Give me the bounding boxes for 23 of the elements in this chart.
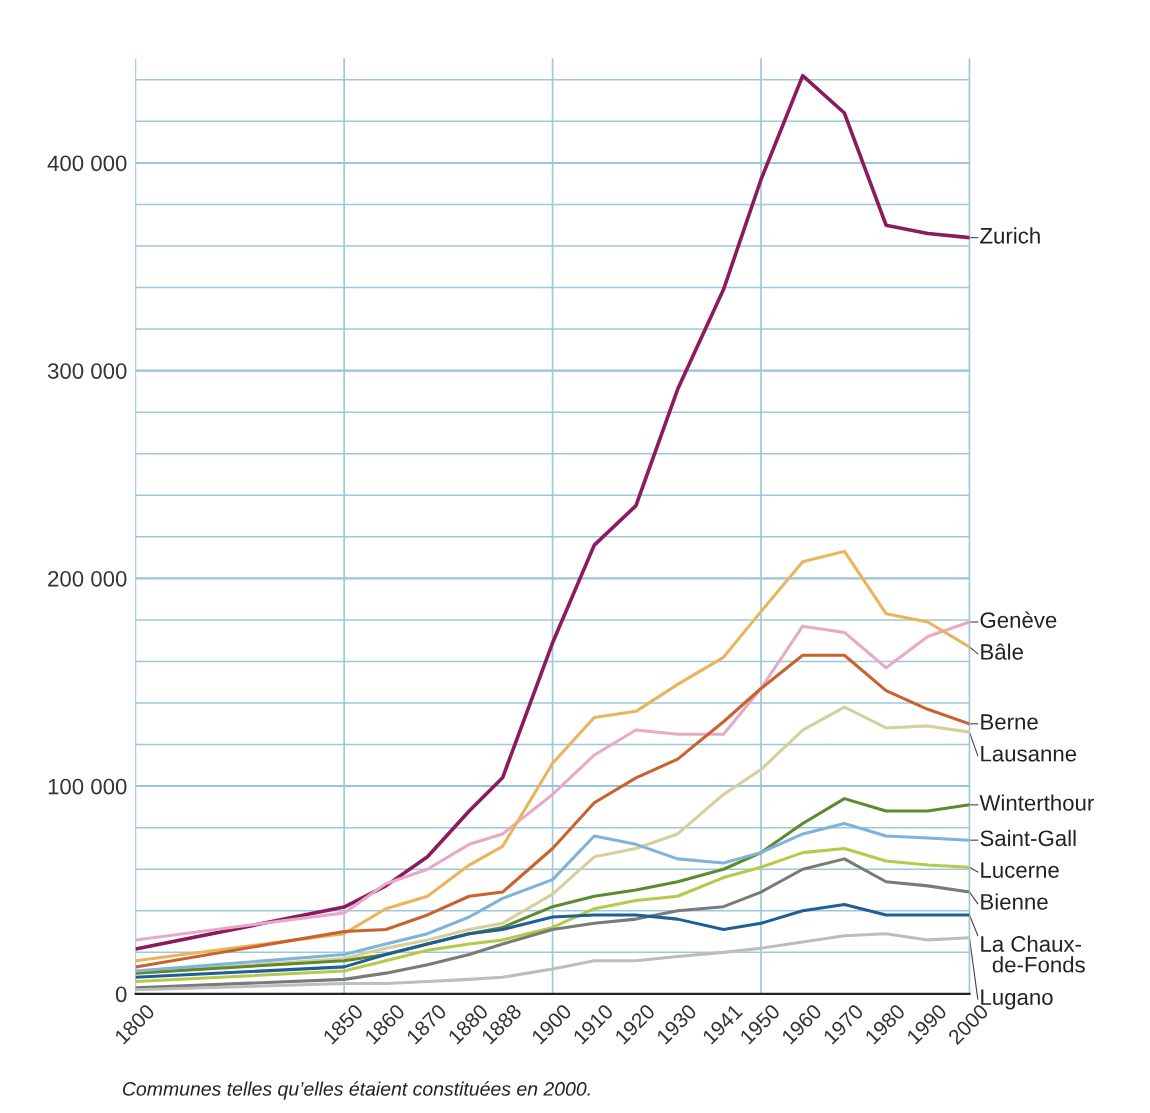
series-label: Bienne bbox=[981, 893, 1048, 910]
line-series bbox=[135, 653, 970, 969]
series-label: Winterthour bbox=[979, 794, 1094, 811]
series-label: La Chaux- de-Fonds bbox=[981, 935, 1085, 973]
y-tick-label: 300 000 bbox=[47, 363, 127, 379]
text: Communes telles qu’elles étaient constituées en 2000. bbox=[122, 1081, 590, 1100]
line-series bbox=[135, 73, 970, 951]
line-series bbox=[135, 620, 970, 942]
series-label: Saint-Gall bbox=[980, 829, 1076, 847]
y-tick-label: 100 000 bbox=[48, 778, 127, 795]
series-label: Zurich bbox=[980, 227, 1040, 244]
series-label: Genève bbox=[980, 611, 1057, 628]
y-tick-label: 400 000 bbox=[47, 155, 127, 172]
line-series bbox=[135, 903, 970, 979]
line-series bbox=[135, 822, 970, 973]
line-series bbox=[135, 549, 970, 963]
line-series bbox=[135, 932, 970, 992]
series-label: Berne bbox=[981, 714, 1038, 730]
y-tick-label: 200 000 bbox=[48, 570, 127, 587]
series-label: Lucerne bbox=[981, 862, 1059, 878]
series-label: Bâle bbox=[981, 643, 1023, 660]
series-label: Lausanne bbox=[981, 746, 1077, 762]
y-tick-label: 0 bbox=[115, 986, 127, 1003]
